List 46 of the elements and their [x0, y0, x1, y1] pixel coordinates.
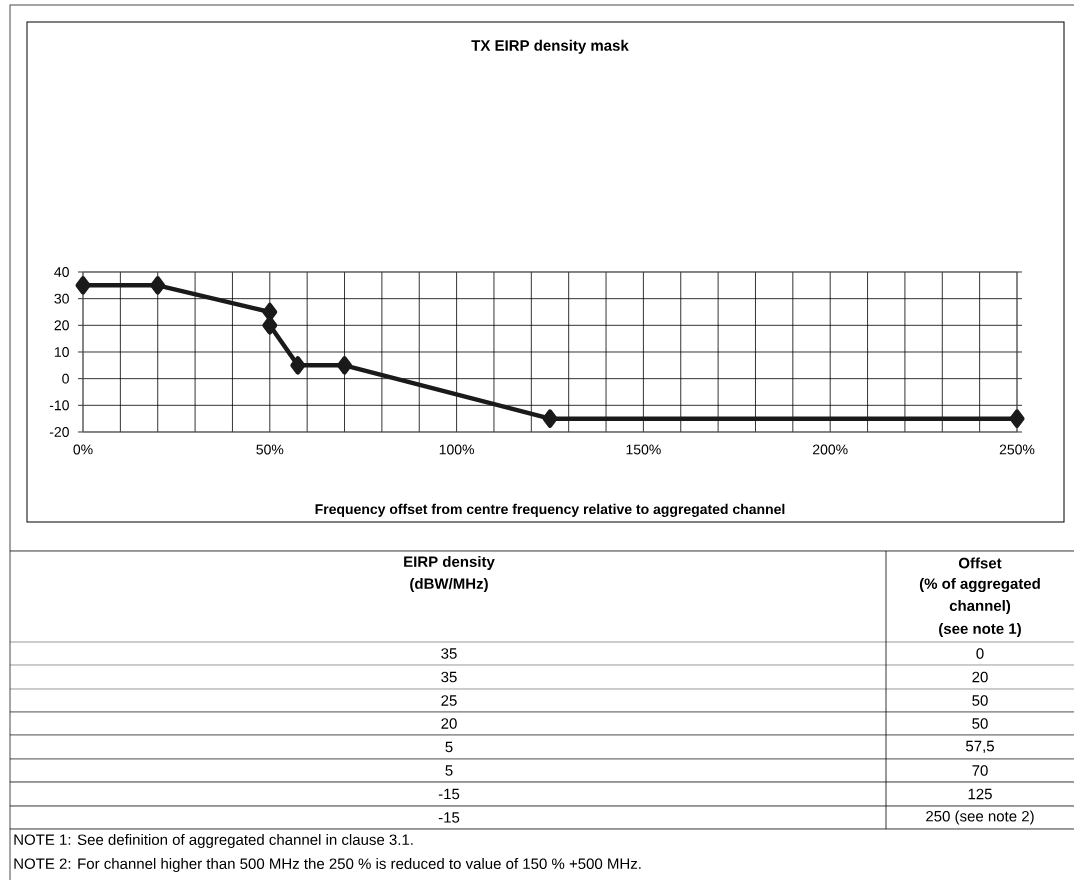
text: channel): [949, 599, 1011, 614]
text: 70: [972, 765, 988, 776]
x-tick-label: 200%: [813, 444, 848, 455]
text: 57,5: [966, 740, 994, 754]
x-axis-title: Frequency offset from centre frequency relative to aggregated channel: [315, 503, 785, 517]
text: EIRP density: [404, 555, 495, 570]
point: [75, 276, 91, 295]
y-tick-label: 10: [54, 347, 69, 357]
text: -15: [438, 812, 460, 823]
text: NOTE 2: For channel higher than 500 MHz the 250 % is reduced to value of 150 % +500 MHz.: [14, 857, 641, 872]
text: 125: [968, 788, 992, 800]
text: 20: [972, 671, 988, 683]
point: [262, 316, 278, 335]
text: (% of aggregated: [919, 577, 1040, 593]
y-tick-label: 40: [54, 267, 69, 277]
text: 35: [441, 671, 457, 683]
y-tick-label: 30: [54, 293, 69, 304]
y-tick-label: -10: [49, 400, 69, 411]
text: 0: [976, 648, 984, 659]
text: -15: [438, 788, 460, 800]
text: Offset: [958, 557, 1002, 569]
point: [337, 356, 353, 375]
y-tick-label: 0: [62, 373, 69, 384]
text: NOTE 1: See definition of aggregated channel in clause 3.1.: [14, 833, 413, 848]
x-tick-label: 100%: [439, 444, 474, 455]
point: [150, 276, 166, 295]
text: 250 (see note 2): [926, 810, 1034, 825]
x-tick-label: 150%: [626, 444, 661, 455]
text: 5: [445, 765, 453, 776]
text: 20: [441, 718, 457, 729]
text: 5: [445, 741, 453, 753]
chart-title: TX EIRP density mask: [471, 39, 629, 54]
text: 50: [972, 695, 988, 706]
point: [290, 356, 306, 375]
x-tick-label: 50%: [256, 444, 284, 455]
y-tick-label: -20: [49, 427, 69, 437]
point: [542, 409, 558, 428]
text: 35: [441, 648, 457, 659]
x-tick-label: 250%: [999, 444, 1035, 455]
point: [1009, 409, 1025, 428]
text: (see note 1): [939, 622, 1021, 637]
text: (dBW/MHz): [410, 577, 488, 592]
text: 25: [441, 695, 457, 706]
x-tick-label: 0%: [73, 444, 93, 455]
y-tick-label: 20: [54, 320, 69, 331]
text: 50: [972, 718, 988, 729]
